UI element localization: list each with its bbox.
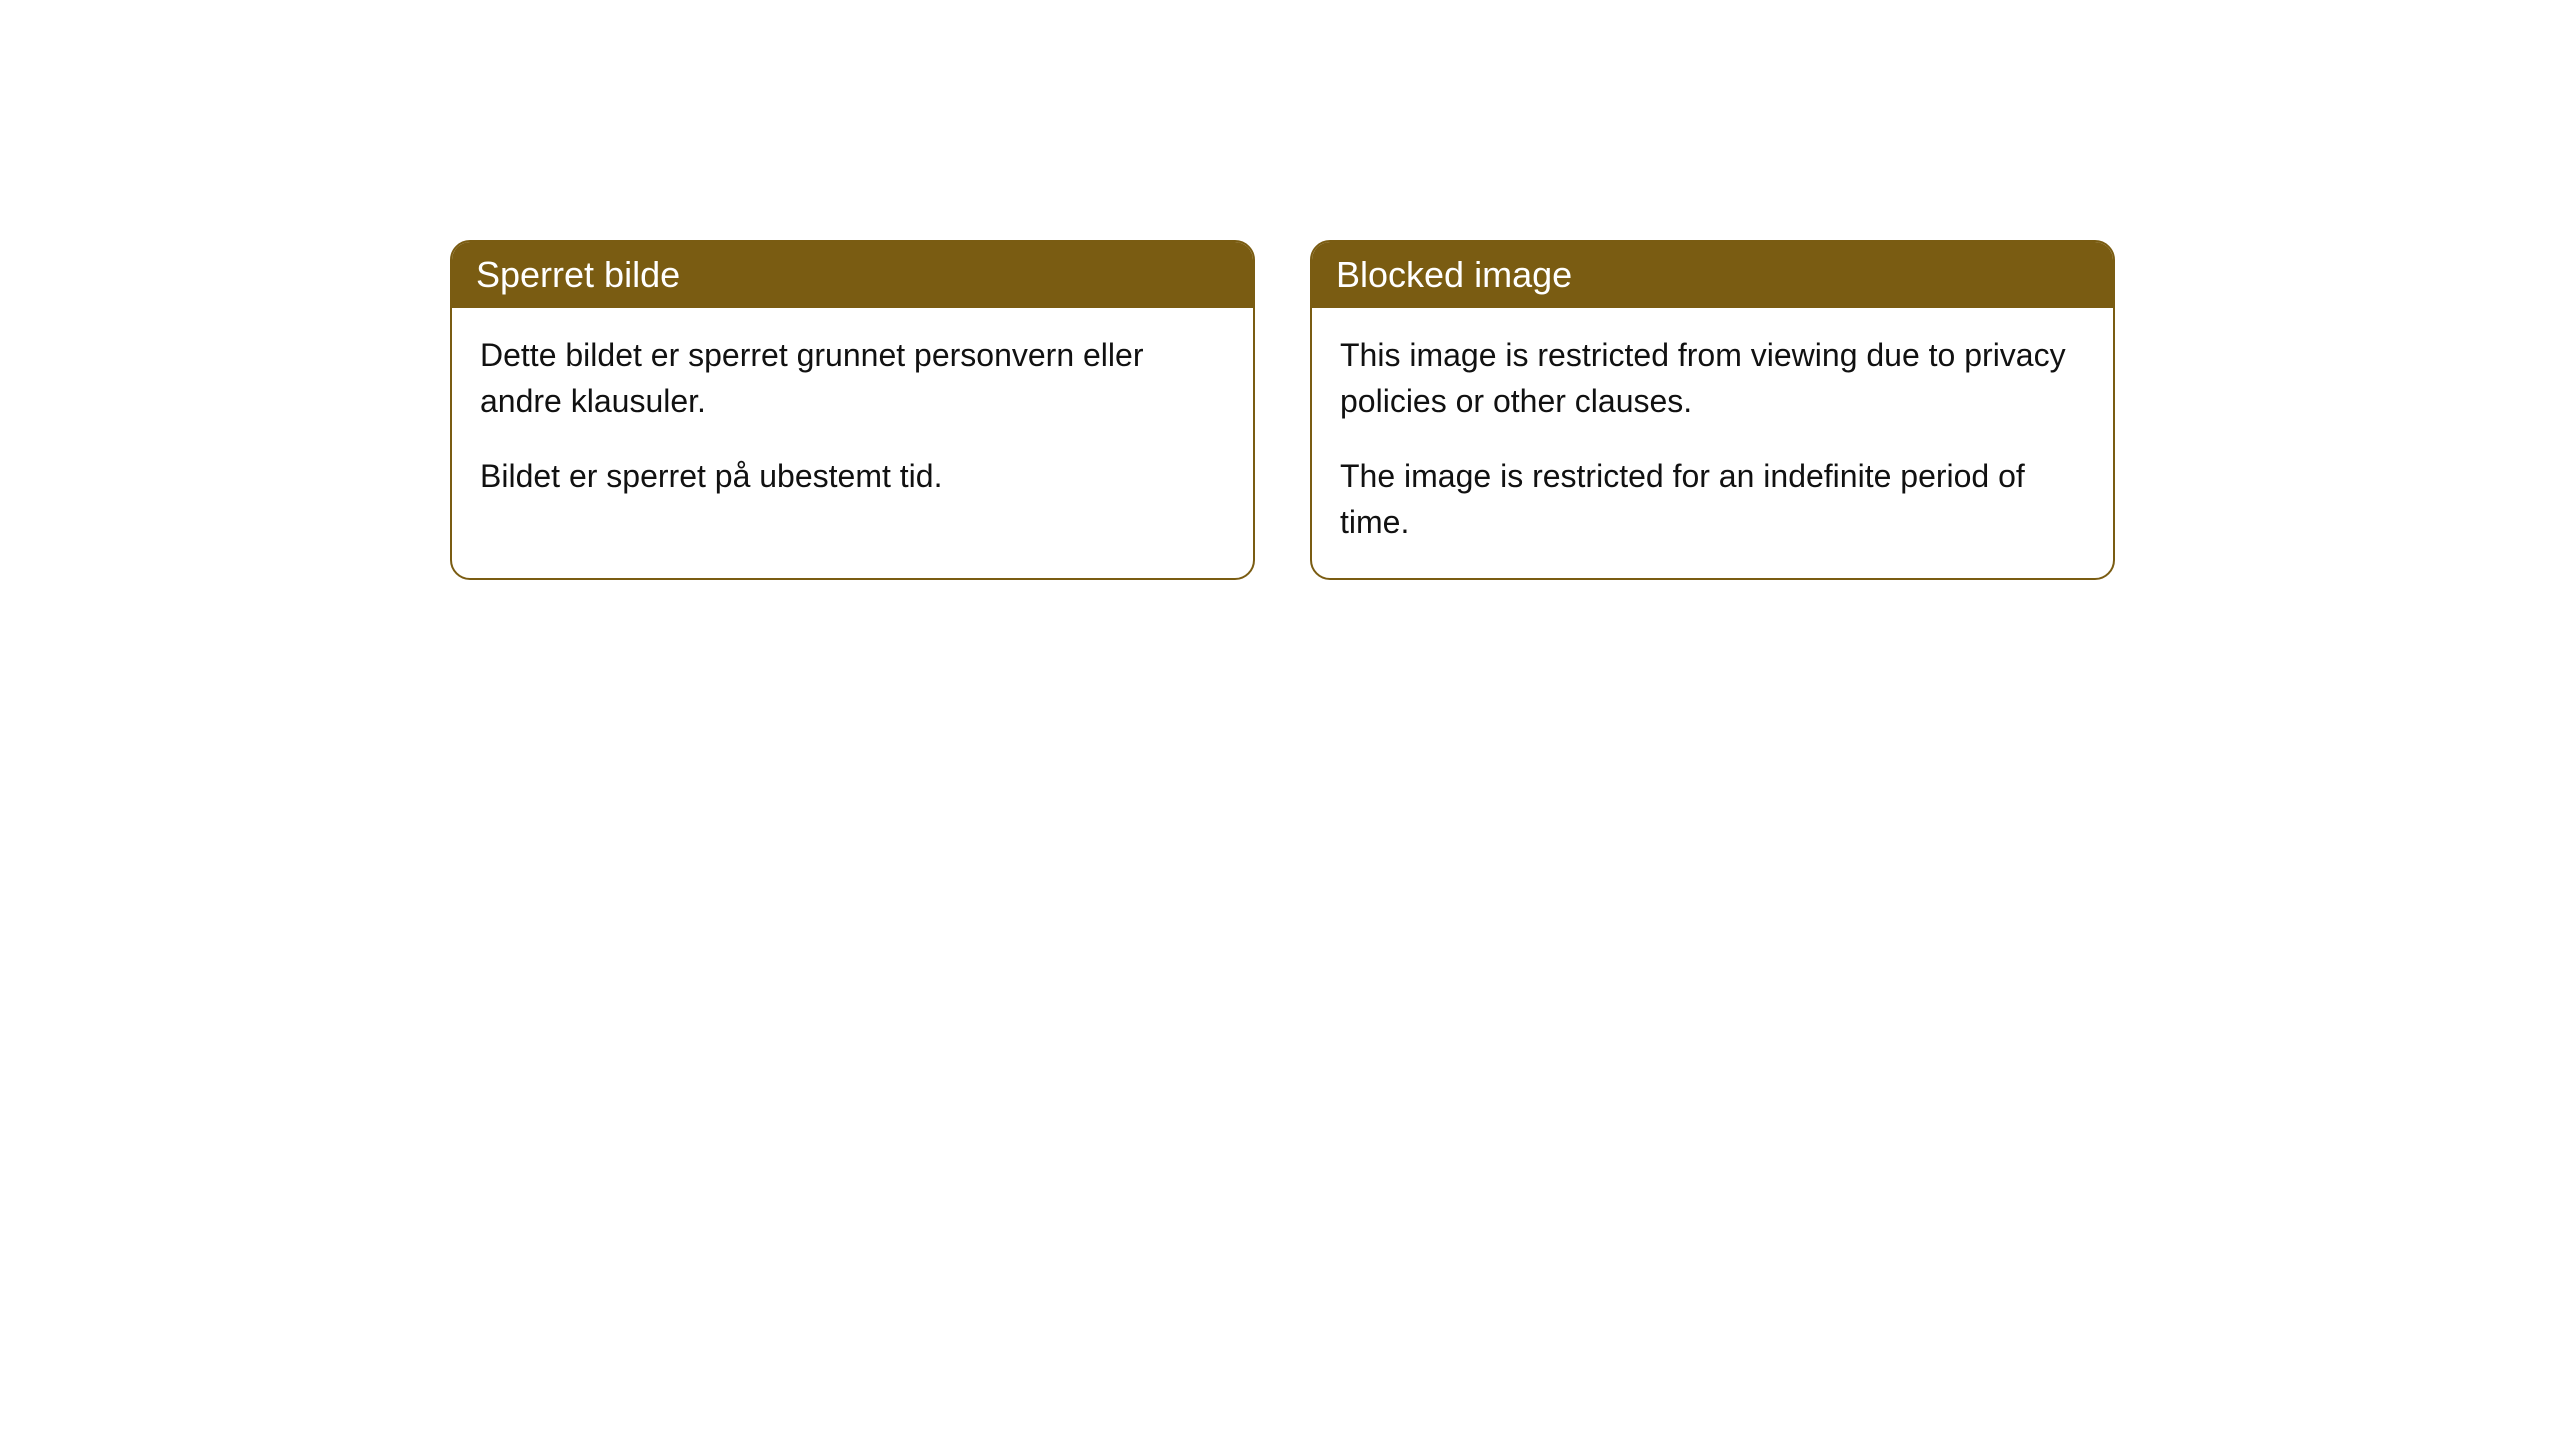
card-paragraph: Bildet er sperret på ubestemt tid. xyxy=(480,453,1225,499)
card-title: Sperret bilde xyxy=(476,254,680,295)
card-body: This image is restricted from viewing du… xyxy=(1312,308,2113,578)
card-paragraph: The image is restricted for an indefinit… xyxy=(1340,453,2085,546)
blocked-image-card-norwegian: Sperret bilde Dette bildet er sperret gr… xyxy=(450,240,1255,580)
card-paragraph: This image is restricted from viewing du… xyxy=(1340,332,2085,425)
card-body: Dette bildet er sperret grunnet personve… xyxy=(452,308,1253,531)
card-title: Blocked image xyxy=(1336,254,1572,295)
blocked-image-card-english: Blocked image This image is restricted f… xyxy=(1310,240,2115,580)
card-paragraph: Dette bildet er sperret grunnet personve… xyxy=(480,332,1225,425)
notice-cards-container: Sperret bilde Dette bildet er sperret gr… xyxy=(450,240,2560,580)
card-header: Blocked image xyxy=(1312,242,2113,308)
card-header: Sperret bilde xyxy=(452,242,1253,308)
